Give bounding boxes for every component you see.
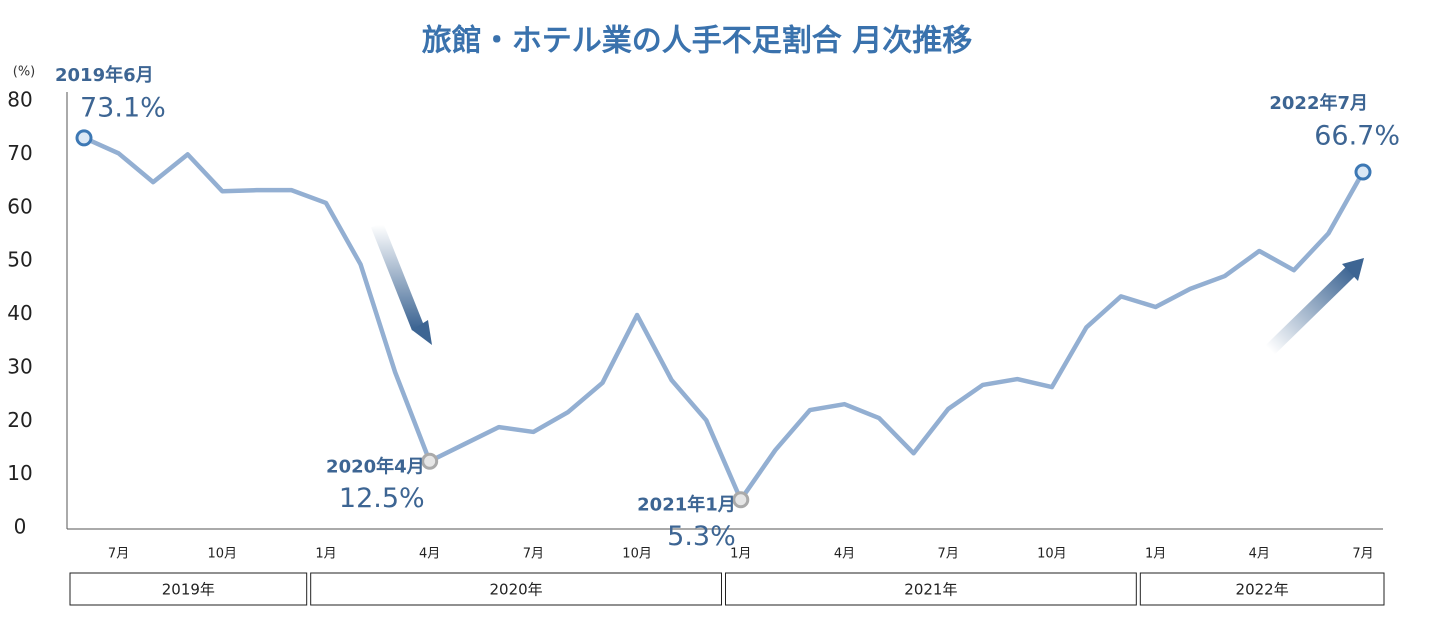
x-tick-label: 4月 bbox=[419, 547, 440, 562]
y-tick-label: 10 bbox=[7, 461, 32, 485]
rise-arrow bbox=[1265, 265, 1357, 355]
year-label: 2022年 bbox=[1236, 581, 1289, 599]
x-tick-label: 4月 bbox=[1249, 547, 1270, 562]
x-tick-label: 1月 bbox=[1145, 547, 1166, 562]
y-tick-label: 60 bbox=[7, 194, 32, 218]
y-tick-label: 50 bbox=[7, 248, 32, 272]
y-tick-label: 40 bbox=[7, 301, 32, 325]
highlight-marker bbox=[421, 452, 439, 470]
chart-title: 旅館・ホテル業の人手不足割合 月次推移 bbox=[422, 24, 972, 59]
y-tick-label: 20 bbox=[7, 408, 32, 432]
data-line bbox=[83, 135, 1365, 502]
year-label: 2020年 bbox=[490, 581, 543, 599]
x-tick-label: 4月 bbox=[834, 547, 855, 562]
decline-arrow-head bbox=[412, 320, 432, 345]
x-tick-label: 10月 bbox=[1037, 547, 1067, 562]
x-tick-label: 1月 bbox=[315, 547, 336, 562]
x-tick-label: 7月 bbox=[938, 547, 959, 562]
highlight-marker bbox=[75, 129, 93, 147]
value-label: 5.3% bbox=[667, 521, 736, 552]
year-box bbox=[725, 572, 1137, 606]
x-tick-label: 10月 bbox=[622, 547, 652, 562]
highlight-marker bbox=[1354, 163, 1372, 181]
x-tick-label: 7月 bbox=[1352, 547, 1373, 562]
x-tick-label: 7月 bbox=[108, 547, 129, 562]
y-tick-label: 0 bbox=[14, 515, 27, 539]
rise-arrow-head bbox=[1342, 258, 1364, 281]
year-box bbox=[69, 572, 308, 606]
y-tick-label: 30 bbox=[7, 354, 32, 378]
point-label: 2020年4月 bbox=[326, 455, 425, 477]
year-label: 2019年 bbox=[162, 581, 215, 599]
x-tick-label: 1月 bbox=[730, 547, 751, 562]
year-label: 2021年 bbox=[904, 581, 957, 599]
point-label: 2019年6月 bbox=[55, 64, 154, 86]
value-label: 12.5% bbox=[339, 483, 425, 514]
year-box bbox=[1139, 572, 1385, 606]
y-tick-label: 70 bbox=[7, 141, 32, 165]
point-label: 2022年7月 bbox=[1269, 92, 1368, 114]
value-label: 73.1% bbox=[80, 92, 166, 123]
x-tick-label: 7月 bbox=[523, 547, 544, 562]
y-unit: (%) bbox=[13, 65, 36, 80]
value-label: 66.7% bbox=[1314, 120, 1400, 151]
point-label: 2021年1月 bbox=[637, 494, 736, 516]
highlight-marker bbox=[732, 491, 750, 509]
y-tick-label: 80 bbox=[7, 88, 32, 112]
decline-arrow bbox=[370, 222, 425, 331]
x-tick-label: 10月 bbox=[207, 547, 237, 562]
year-box bbox=[310, 572, 722, 606]
